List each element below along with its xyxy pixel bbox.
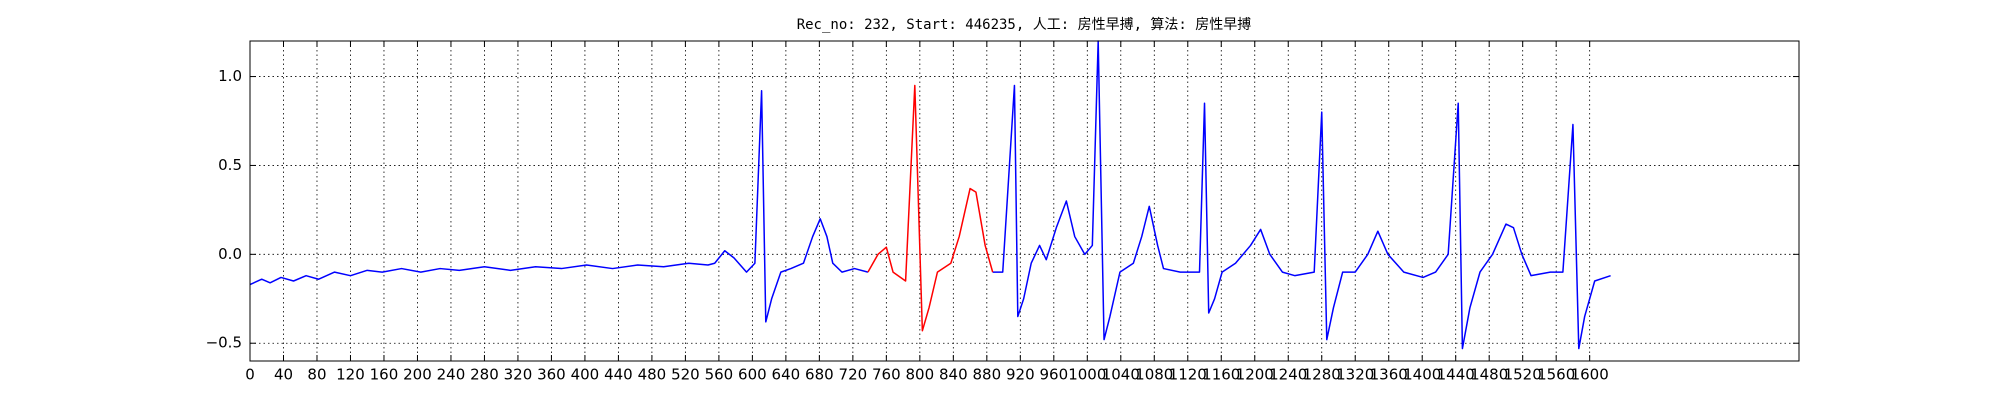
x-tick-label: 1000 [1068, 366, 1106, 384]
x-tick-label: 1320 [1336, 366, 1374, 384]
x-tick-label: 0 [245, 366, 255, 384]
x-tick-label: 720 [839, 366, 868, 384]
x-tick-label: 1240 [1269, 366, 1307, 384]
x-tick-label: 40 [274, 366, 293, 384]
x-tick-label: 1360 [1370, 366, 1408, 384]
x-tick-label: 1560 [1537, 366, 1575, 384]
x-tick-label: 1280 [1303, 366, 1341, 384]
x-tick-label: 1080 [1135, 366, 1173, 384]
x-tick-label: 960 [1039, 366, 1068, 384]
y-tick-label: 0.5 [218, 156, 242, 174]
chart-title: Rec_no: 232, Start: 446235, 人工: 房性早搏, 算法… [797, 16, 1252, 33]
x-tick-label: 1200 [1236, 366, 1274, 384]
x-tick-label: 240 [437, 366, 466, 384]
y-tick-label: −0.5 [206, 334, 242, 352]
x-tick-label: 120 [336, 366, 365, 384]
x-tick-label: 1480 [1470, 366, 1508, 384]
x-tick-label: 560 [705, 366, 734, 384]
plot-frame [249, 40, 1800, 362]
x-tick-label: 920 [1006, 366, 1035, 384]
x-tick-label: 1120 [1169, 366, 1207, 384]
series-line [249, 40, 1611, 350]
series-line [867, 84, 994, 332]
x-tick-label: 880 [973, 366, 1002, 384]
x-tick-label: 360 [537, 366, 566, 384]
x-tick-label: 440 [604, 366, 633, 384]
x-tick-label: 80 [307, 366, 326, 384]
x-tick-label: 800 [906, 366, 935, 384]
x-tick-label: 1160 [1202, 366, 1240, 384]
x-tick-label: 280 [470, 366, 499, 384]
x-tick-label: 1600 [1571, 366, 1609, 384]
x-tick-label: 320 [504, 366, 533, 384]
x-tick-label: 640 [772, 366, 801, 384]
x-tick-label: 400 [571, 366, 600, 384]
y-tick-label: 0.0 [218, 245, 242, 263]
x-tick-label: 1520 [1504, 366, 1542, 384]
x-tick-label: 760 [872, 366, 901, 384]
x-tick-label: 840 [939, 366, 968, 384]
x-tick-label: 1040 [1102, 366, 1140, 384]
x-tick-label: 520 [671, 366, 700, 384]
x-tick-label: 680 [805, 366, 834, 384]
x-tick-label: 600 [738, 366, 767, 384]
x-tick-label: 480 [638, 366, 667, 384]
y-tick-label: 1.0 [218, 67, 242, 85]
x-tick-label: 160 [370, 366, 399, 384]
x-tick-label: 1440 [1437, 366, 1475, 384]
x-tick-label: 1400 [1403, 366, 1441, 384]
x-tick-label: 200 [403, 366, 432, 384]
